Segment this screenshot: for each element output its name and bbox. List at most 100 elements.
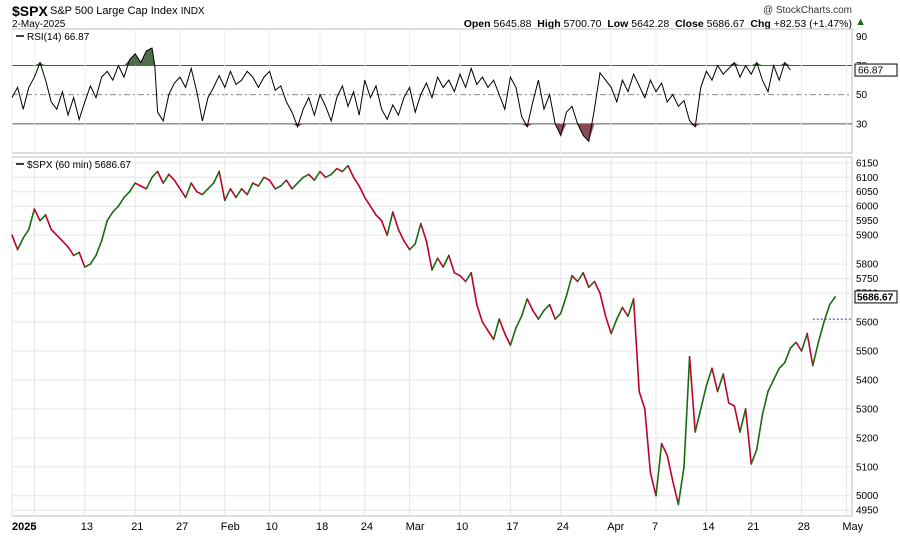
price-segment [341,164,349,173]
price-segment [531,309,540,320]
price-segment [593,280,601,294]
x-tick-label: 21 [131,521,143,533]
price-segment [671,480,680,506]
x-tick-label: Mar [406,521,425,533]
high-label: High [537,18,561,30]
price-segment [229,188,237,199]
price-segment [683,355,691,468]
price-segment [582,271,590,289]
price-segment [733,405,741,433]
price-segment [716,373,725,393]
price-y-tick: 5500 [856,346,879,357]
price-segment [78,251,86,268]
price-segment [190,182,198,193]
price-segment [403,240,411,251]
price-y-tick: 5900 [856,231,879,242]
price-segment [27,208,36,231]
price-segment [492,318,501,341]
price-y-tick: 6000 [856,202,879,213]
price-segment [319,170,327,179]
price-segment [783,347,792,364]
price-segment [302,173,310,179]
x-tick-label: Feb [221,521,240,533]
price-segment [789,341,797,349]
price-segment [649,471,657,497]
x-tick-label: 28 [798,521,810,533]
price-segment [481,321,489,332]
close-label: Close [675,18,704,30]
price-segment [44,214,53,231]
x-tick-label: 17 [506,521,518,533]
x-tick-label: Apr [607,521,624,533]
price-segment [112,205,120,213]
price-segment [61,240,69,248]
price-segment [431,257,439,271]
chart-date: 2-May-2025 [12,19,66,30]
price-segment [72,251,80,257]
x-tick-label: 2025 [12,521,36,533]
price-segment [151,170,159,179]
price-segment [263,176,271,181]
price-segment [419,222,428,242]
price-y-tick: 5750 [856,274,879,285]
price-y-tick: 5300 [856,404,879,415]
price-y-tick: 5400 [856,375,879,386]
price-segment [442,254,450,268]
price-segment [817,321,825,344]
symbol: $SPX [12,3,48,19]
price-segment [772,367,781,381]
price-segment [464,271,473,283]
price-segment [246,182,254,196]
price-segment [604,315,613,335]
price-segment [252,182,260,187]
price-segment [257,176,265,187]
price-segment [128,182,136,193]
price-last-box [854,290,898,304]
price-segment [22,228,30,239]
price-segment [84,263,92,268]
price-segment [33,208,41,222]
price-segment [559,295,568,315]
x-tick-label: 14 [702,521,714,533]
price-segment [196,190,204,196]
price-segment [599,292,607,318]
price-segment [391,211,400,231]
rsi-oversold-fill [12,123,791,142]
open-label: Open [463,18,491,30]
price-legend-text: $SPX (60 min) 5686.67 [27,160,131,171]
price-y-axis: 4950500051005200530054005500560057005750… [856,158,879,516]
rsi-y-axis: 30507090 [856,32,868,131]
price-segment [811,341,820,367]
rsi-grid [11,29,852,153]
price-segment [212,170,220,184]
price-segment [627,298,635,318]
price-segment [761,390,769,416]
index-name: S&P 500 Large Cap Index INDX [50,5,205,17]
x-tick-label: 24 [361,521,373,533]
price-y-tick: 6050 [856,187,879,198]
price-segment [677,465,685,506]
price-segment [447,254,456,274]
exchange: INDX [180,6,205,17]
price-segment [307,173,316,181]
price-segment [453,271,461,277]
price-segment [117,196,125,207]
price-y-tick: 5100 [856,462,879,473]
rsi-last-label: 66.87 [858,66,883,77]
price-segment [50,228,58,236]
price-segment [207,182,215,190]
price-segment [470,271,478,306]
price-segment [666,454,674,483]
open-value: 5645.88 [493,18,532,30]
price-segment [100,219,108,242]
price-y-tick: 4950 [856,506,879,517]
price-segment [156,170,164,184]
rsi-last-box [854,63,898,77]
price-segment [279,179,288,187]
price-segment [576,271,585,283]
price-segment [778,361,786,370]
price-segment [828,296,837,306]
price-segment [543,303,551,312]
price-segment [571,274,579,283]
